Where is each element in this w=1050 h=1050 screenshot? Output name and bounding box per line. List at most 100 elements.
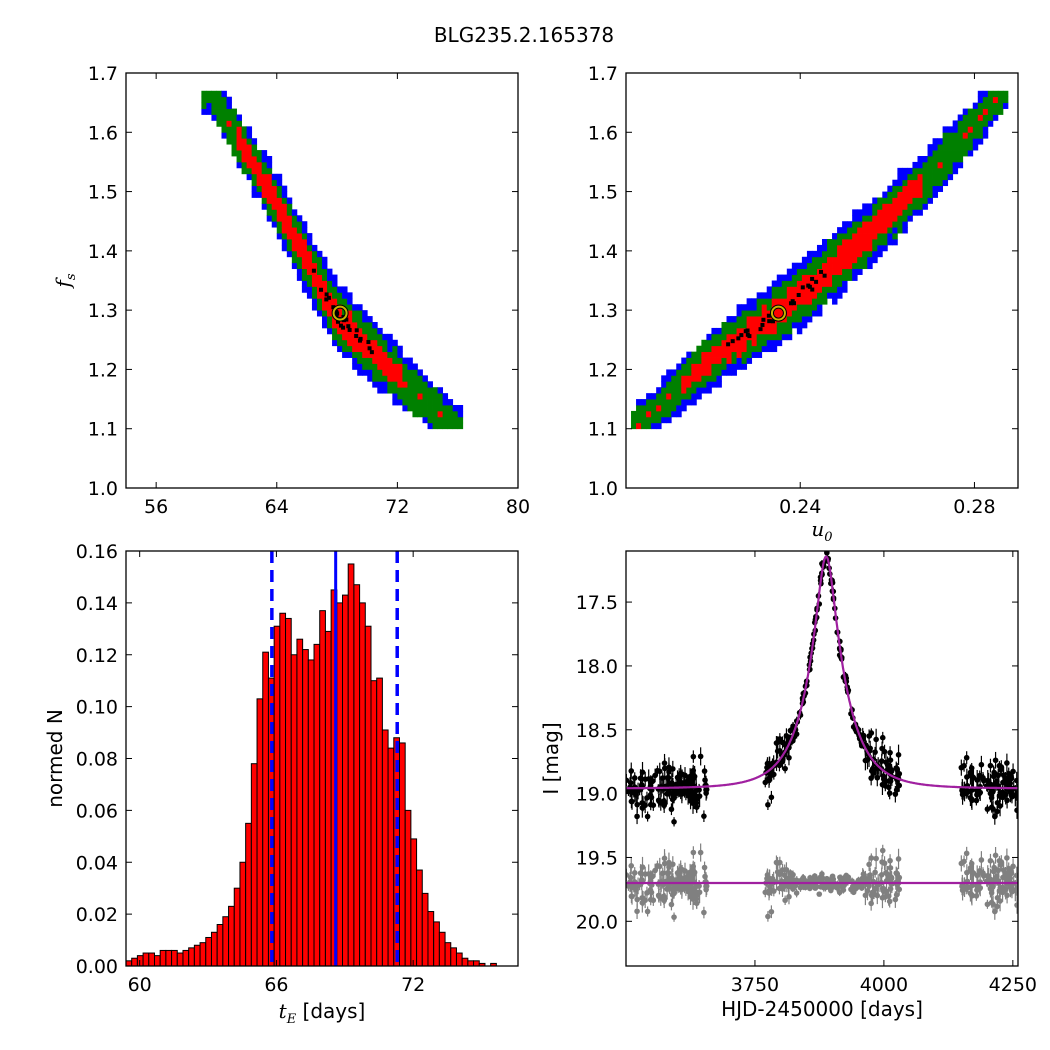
density-cell: [676, 405, 682, 412]
density-cell: [847, 221, 853, 228]
density-cell: [721, 333, 727, 341]
density-cell: [427, 381, 433, 388]
density-cell: [781, 298, 788, 305]
density-cell: [251, 156, 258, 163]
density-cell: [907, 185, 913, 192]
density-cell: [681, 381, 687, 388]
density-cell: [236, 126, 242, 133]
density-cell: [892, 191, 898, 198]
density-cell: [766, 322, 773, 329]
density-cell: [276, 203, 283, 210]
density-cell: [721, 327, 727, 335]
density-cell: [907, 167, 913, 175]
density-cell: [241, 138, 248, 145]
density-cell: [261, 203, 268, 210]
histogram-bar: [376, 677, 383, 966]
density-cell: [947, 126, 954, 133]
density-cell: [241, 150, 248, 157]
residual-point: [885, 893, 892, 899]
density-cell: [942, 150, 949, 157]
density-cell: [261, 179, 268, 187]
sample-point: [326, 295, 331, 300]
residual-point: [687, 893, 694, 900]
density-cell: [347, 292, 353, 299]
y-tick-label: 1.2: [88, 359, 118, 381]
density-cell: [962, 132, 969, 139]
residual-point: [817, 874, 824, 881]
density-cell: [347, 351, 353, 358]
density-cell: [972, 108, 979, 115]
density-cell: [937, 173, 944, 181]
density-cell: [852, 239, 858, 246]
density-cell: [362, 322, 368, 329]
density-cell: [822, 239, 828, 246]
density-cell: [316, 262, 323, 270]
density-cell: [741, 333, 748, 341]
density-cell: [786, 304, 793, 311]
histogram-bar: [188, 947, 195, 966]
residual-point: [628, 863, 635, 869]
density-cell: [357, 327, 363, 335]
density-cell: [957, 126, 964, 133]
density-cell: [261, 197, 268, 204]
density-cell: [241, 132, 248, 139]
residual-point: [661, 855, 668, 862]
density-cell: [786, 292, 793, 299]
density-cell: [661, 405, 667, 412]
histogram-bar: [307, 659, 315, 966]
density-cell: [837, 286, 843, 293]
density-cell: [221, 96, 227, 104]
density-cell: [877, 239, 883, 246]
density-cell: [322, 286, 328, 293]
density-cell: [281, 233, 288, 240]
density-cell: [382, 357, 388, 364]
histogram-bar: [205, 936, 212, 966]
data-point: [987, 762, 994, 769]
density-cell: [422, 381, 428, 388]
data-point: [687, 798, 694, 804]
density-cell: [847, 227, 853, 234]
residual-point: [634, 908, 640, 915]
sample-point: [311, 268, 316, 273]
density-cell: [417, 393, 423, 400]
density-cell: [827, 274, 833, 281]
panel-te-histogram: 60 66 720.000.020.040.060.080.100.120.140.…: [43, 541, 519, 1027]
density-cell: [962, 114, 969, 121]
residual-point: [852, 886, 859, 892]
density-cell: [432, 416, 438, 424]
sample-point: [770, 319, 775, 324]
density-cell: [407, 393, 413, 400]
density-cell: [392, 387, 398, 394]
density-cell: [932, 185, 938, 192]
density-cell: [962, 120, 969, 127]
density-cell: [631, 410, 637, 418]
histogram-bar: [210, 931, 218, 966]
density-cell: [857, 250, 863, 258]
residual-point: [664, 886, 670, 892]
density-cell: [711, 339, 717, 347]
histogram-bar: [165, 949, 173, 966]
density-cell: [756, 322, 763, 329]
density-cell: [397, 381, 403, 388]
density-cell: [771, 292, 778, 299]
density-cell: [796, 322, 803, 329]
density-cell: [731, 357, 737, 364]
density-cell: [432, 387, 438, 394]
density-cell: [357, 310, 363, 317]
data-point: [685, 792, 691, 799]
density-cell: [741, 304, 748, 311]
sample-point: [344, 317, 349, 322]
density-cell: [291, 221, 298, 228]
density-cell: [327, 286, 333, 293]
density-cell: [201, 108, 207, 115]
density-cell: [827, 280, 833, 287]
density-cell: [867, 227, 873, 234]
density-cell: [676, 410, 682, 418]
density-cell: [246, 150, 253, 157]
density-cell: [982, 120, 989, 127]
density-cell: [256, 185, 263, 192]
density-cell: [751, 322, 758, 329]
density-cell: [832, 286, 838, 293]
density-cell: [221, 102, 227, 109]
density-cell: [442, 393, 449, 400]
